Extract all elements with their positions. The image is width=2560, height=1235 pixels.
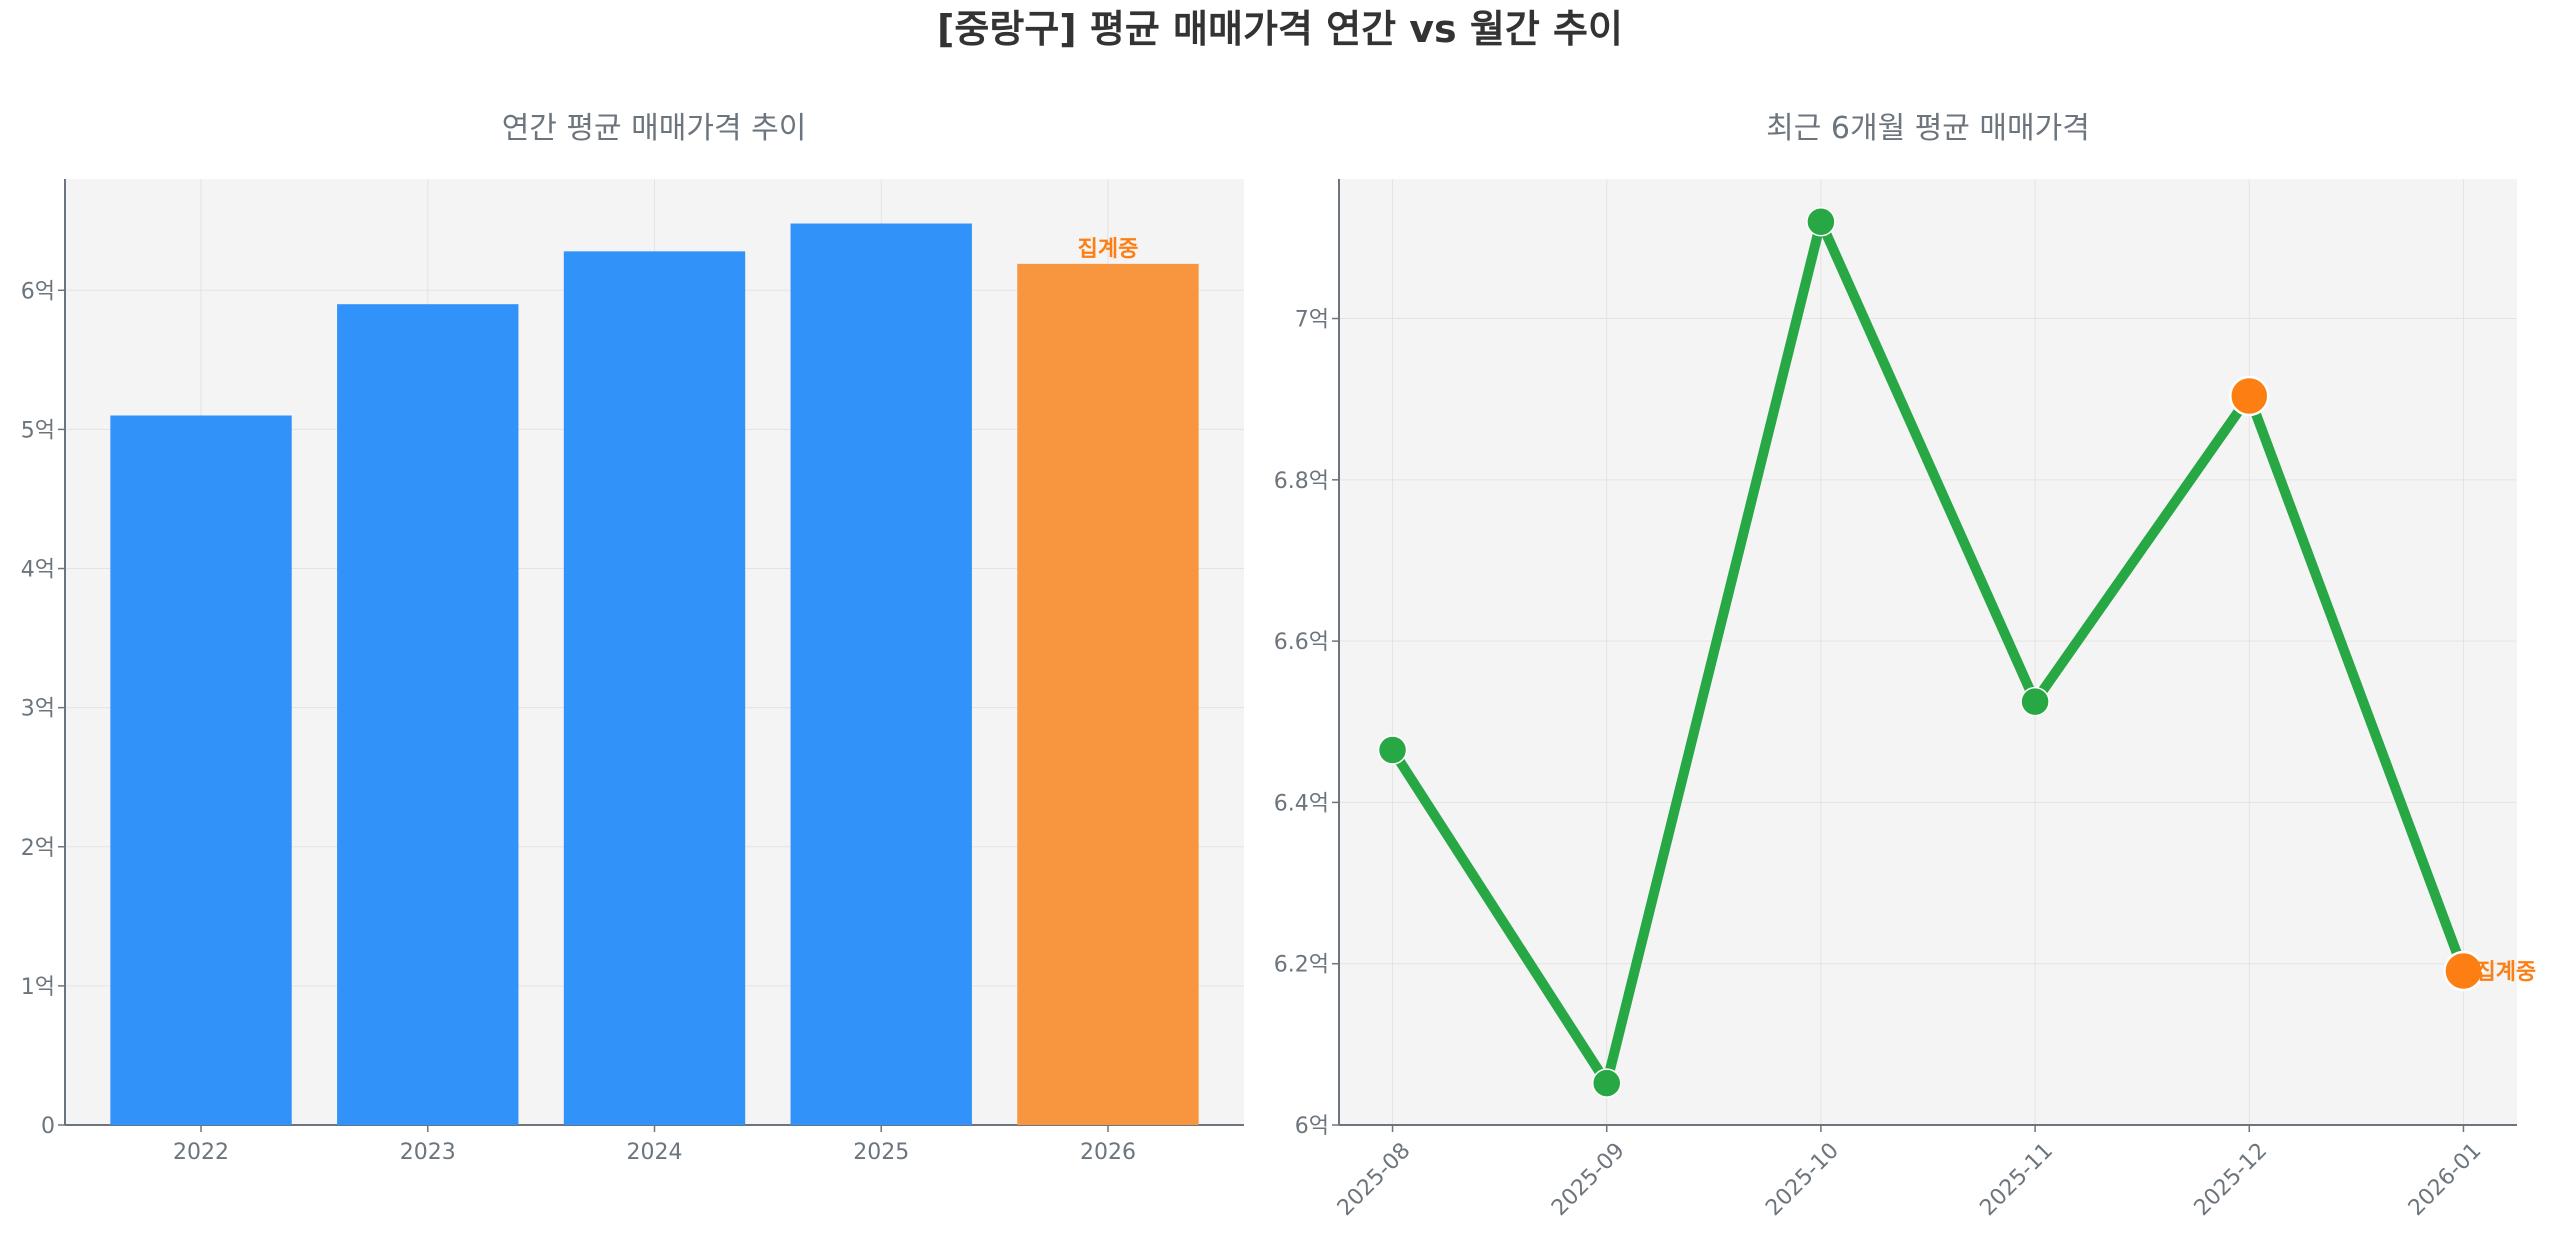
x-tick-label: 2026 xyxy=(1080,1140,1136,1165)
y-tick-label: 6.6억 xyxy=(1274,630,1329,655)
point-2025-11 xyxy=(2020,686,2050,717)
x-tick-label: 2024 xyxy=(627,1140,683,1165)
point-2025-12 xyxy=(2229,375,2270,417)
y-tick-label: 6.4억 xyxy=(1274,791,1329,816)
bar-2024 xyxy=(563,251,746,1125)
x-tick-label: 2025-11 xyxy=(1975,1138,2058,1221)
x-tick-label: 2025-09 xyxy=(1547,1138,1630,1221)
bar-2023 xyxy=(337,304,519,1125)
x-tick-label: 2025-08 xyxy=(1333,1138,1416,1221)
bar-2022 xyxy=(110,415,292,1125)
point-2025-10 xyxy=(1806,206,1836,237)
x-tick-label: 2026-01 xyxy=(2404,1138,2487,1221)
y-tick-label: 6.2억 xyxy=(1274,953,1329,978)
bar-2025 xyxy=(790,223,972,1126)
bar-2026 xyxy=(1017,263,1199,1125)
figure-title: [중랑구] 평균 매매가격 연간 vs 월간 추이 xyxy=(937,7,1623,51)
bar-chart-title: 연간 평균 매매가격 추이 xyxy=(502,111,807,146)
x-tick-label: 2022 xyxy=(173,1140,229,1165)
line-chart-title: 최근 6개월 평균 매매가격 xyxy=(1766,111,2090,146)
price-line xyxy=(1388,216,2469,1089)
x-tick-label: 2025-10 xyxy=(1761,1138,1844,1221)
point-2025-09 xyxy=(1591,1068,1622,1098)
point-2025-08 xyxy=(1377,735,1408,765)
y-tick-label: 0 xyxy=(41,1114,55,1139)
y-tick-label: 7억 xyxy=(1295,308,1329,333)
bar-chart: 2022 2023 2024 2025 2026 0 1억 2억 3억 4억 5억 6억 집계중 xyxy=(21,179,1244,1165)
x-tick-label: 2025 xyxy=(853,1140,909,1165)
x-tick-label: 2023 xyxy=(400,1140,456,1165)
line-annotation: 집계중 xyxy=(2475,960,2536,985)
point-2026-01 xyxy=(2443,950,2484,992)
bars xyxy=(110,223,1199,1126)
y-tick-label: 6.8억 xyxy=(1274,469,1329,494)
y-tick-label: 3억 xyxy=(21,697,55,722)
y-tick-label: 1억 xyxy=(21,975,55,1000)
bar-annotation: 집계중 xyxy=(1078,237,1139,262)
x-tick-label: 2025-12 xyxy=(2190,1138,2273,1221)
line-chart: 2025-08 2025-09 2025-10 2025-11 2025-12 2026-… xyxy=(1274,179,2536,1221)
y-tick-label: 4억 xyxy=(21,558,55,583)
y-tick-label: 6억 xyxy=(1295,1114,1329,1139)
y-tick-label: 6억 xyxy=(21,279,55,304)
y-tick-label: 2억 xyxy=(21,836,55,861)
y-tick-label: 5억 xyxy=(21,418,55,443)
